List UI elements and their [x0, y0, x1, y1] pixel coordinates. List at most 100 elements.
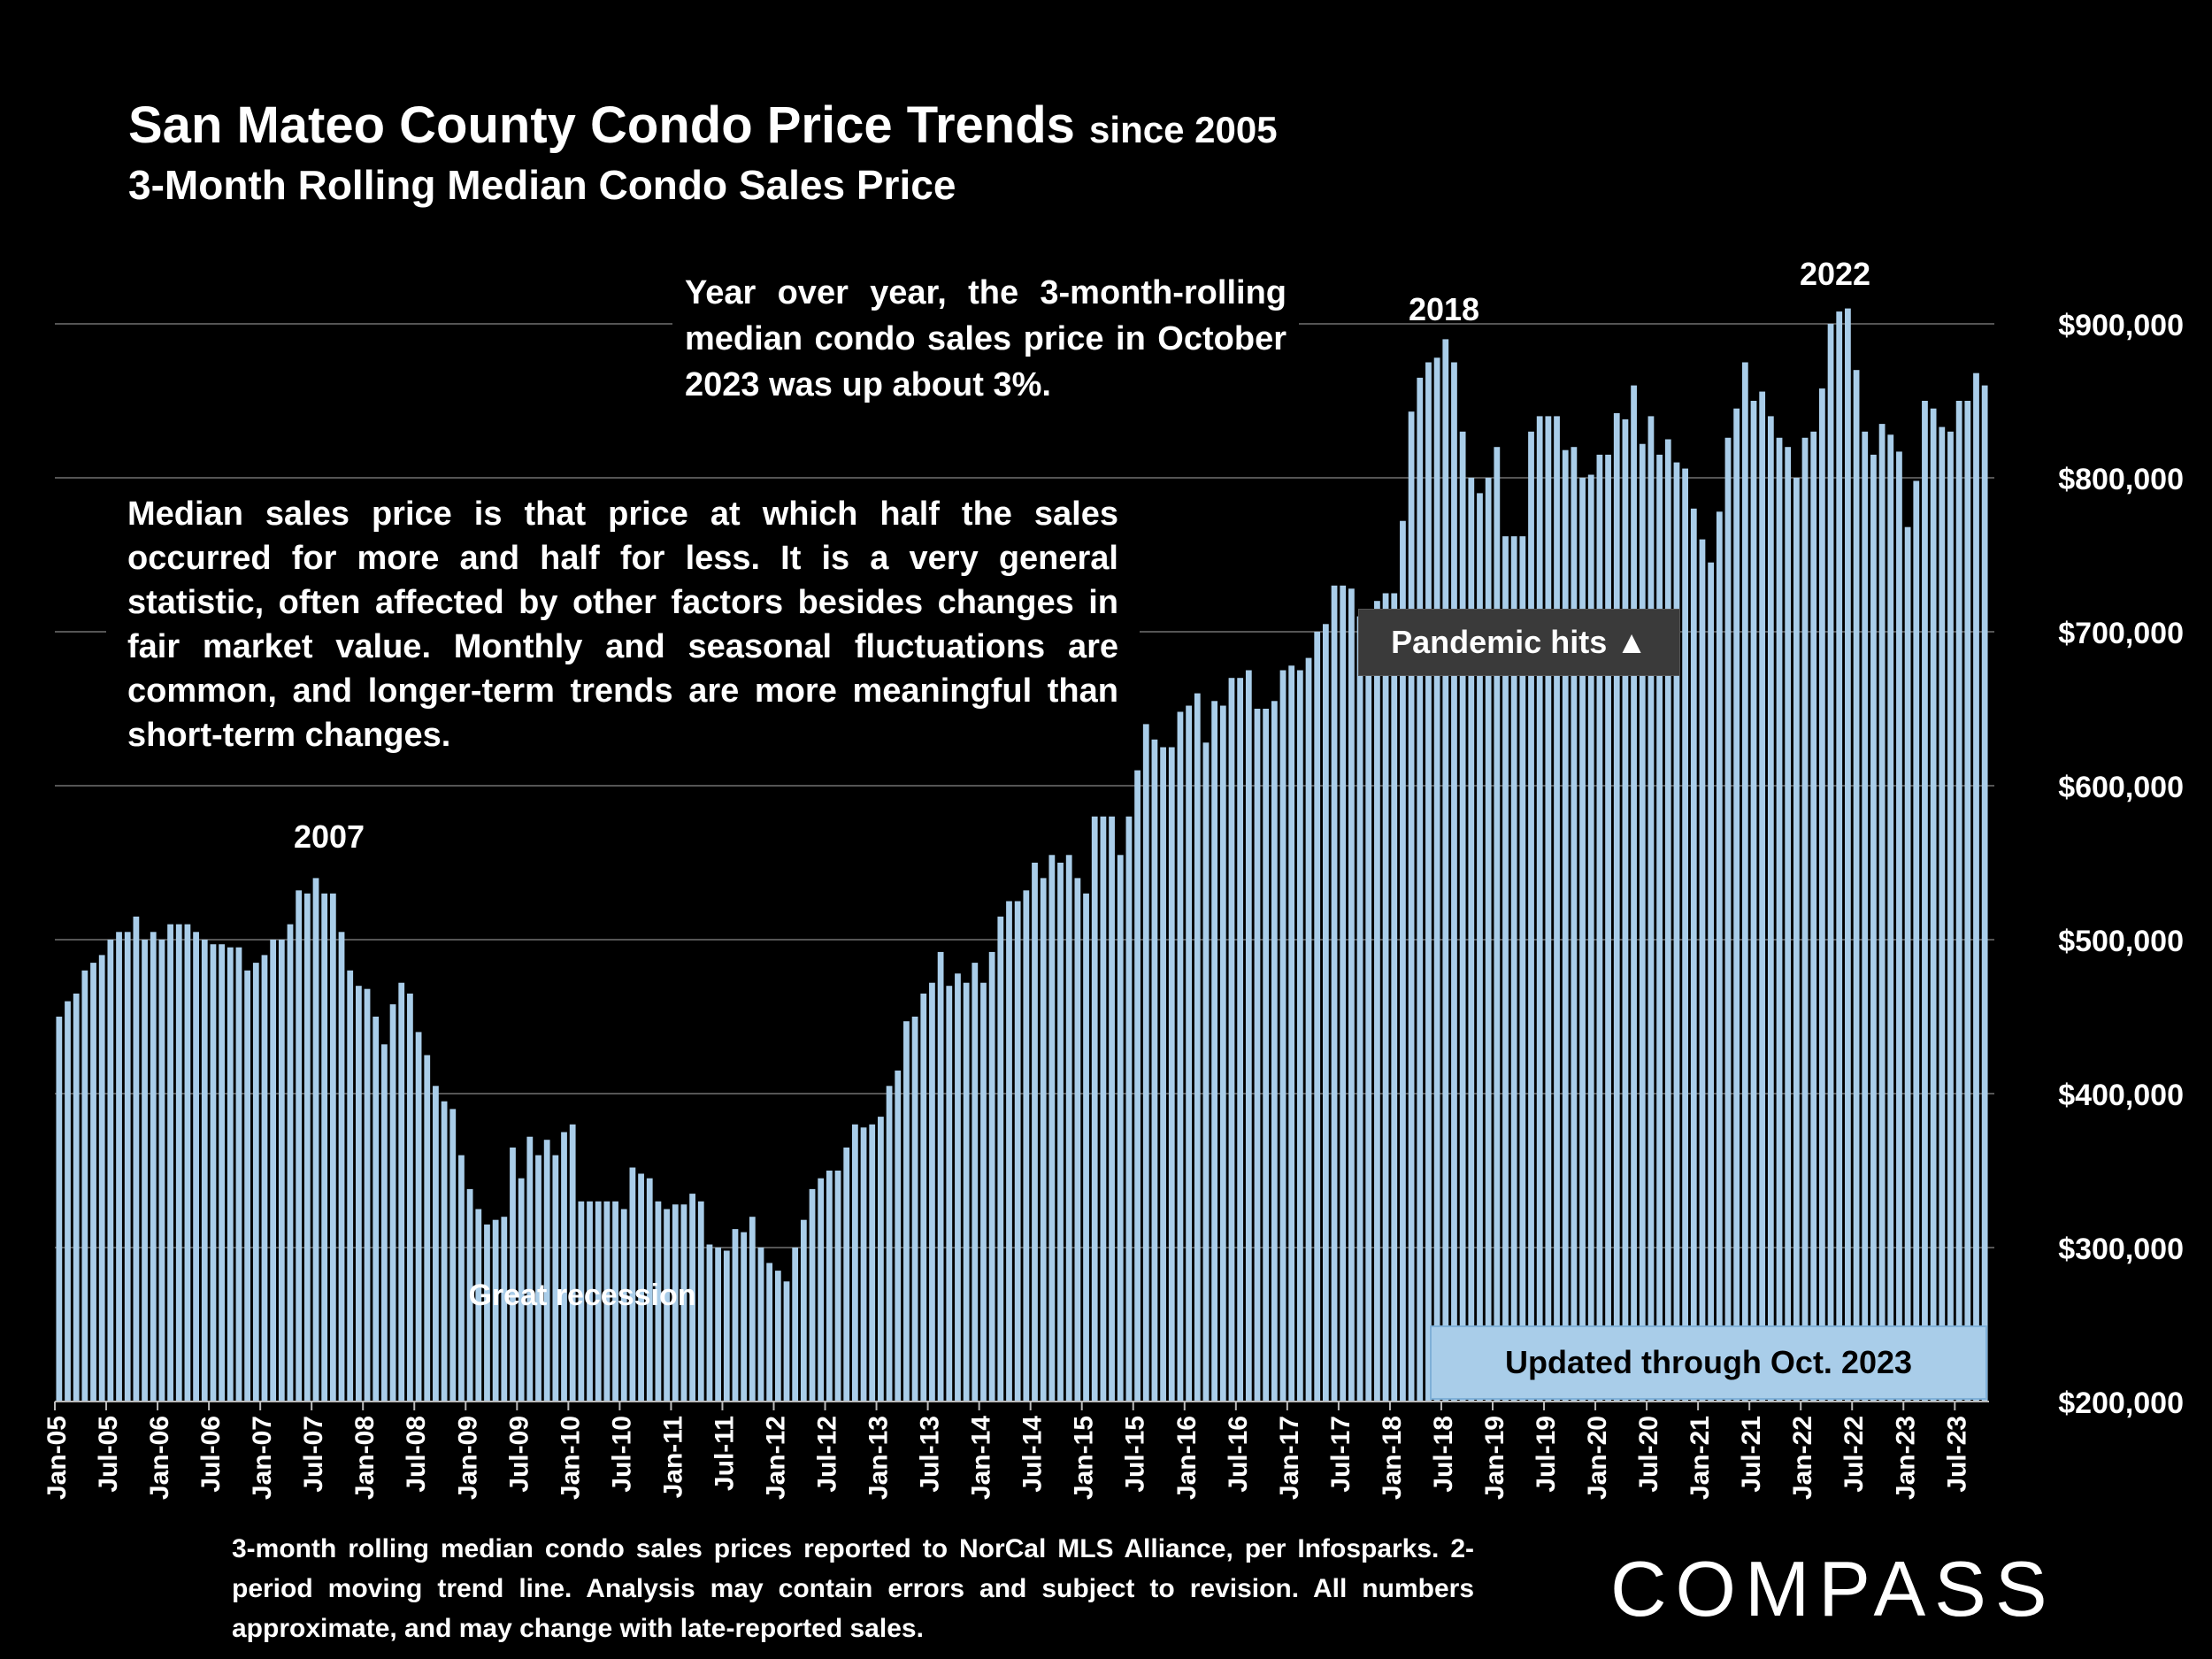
bar [988, 951, 995, 1402]
bar [749, 1217, 756, 1402]
bar [878, 1117, 884, 1402]
bar [664, 1209, 670, 1402]
bar [219, 944, 225, 1402]
x-tick-label: Jul-10 [607, 1416, 636, 1493]
bar [510, 1147, 516, 1402]
bar [1664, 439, 1671, 1402]
bar [1571, 447, 1578, 1402]
bar [1733, 408, 1740, 1402]
bar [270, 940, 277, 1402]
bar [1382, 593, 1389, 1402]
x-tick-label: Jan-13 [864, 1416, 894, 1500]
bar [1793, 478, 1800, 1402]
bar [1510, 536, 1517, 1402]
bar [1528, 431, 1534, 1402]
bar [1741, 362, 1748, 1402]
bar [792, 1248, 799, 1402]
bar [1400, 520, 1406, 1402]
bar [646, 1178, 653, 1402]
bar [1930, 408, 1937, 1402]
bar [1631, 385, 1637, 1402]
bar [972, 963, 979, 1402]
bar [715, 1248, 722, 1402]
bar [1168, 747, 1175, 1402]
bar [1708, 562, 1715, 1402]
bar [458, 1155, 465, 1402]
bar [518, 1178, 525, 1402]
bar [1964, 401, 1971, 1402]
bar [1219, 705, 1226, 1402]
bar [1878, 424, 1886, 1402]
great-recession-label: Great recession [468, 1279, 695, 1312]
bar [1699, 539, 1706, 1402]
x-tick-label: Jan-20 [1583, 1416, 1612, 1500]
y-tick-label: $200,000 [2058, 1386, 2184, 1420]
page-subtitle: 3-Month Rolling Median Condo Sales Price [128, 162, 956, 208]
bar [90, 963, 96, 1402]
bar [903, 1021, 910, 1402]
bar [860, 1127, 867, 1402]
bar [1767, 416, 1774, 1402]
bar [1810, 431, 1817, 1402]
x-tick-label: Jan-18 [1378, 1416, 1407, 1500]
bar [1040, 878, 1047, 1402]
x-tick-label: Jan-16 [1172, 1416, 1202, 1500]
bar [612, 1201, 618, 1402]
x-tick-label: Jul-22 [1839, 1416, 1869, 1493]
bar [73, 993, 80, 1402]
bar [1296, 670, 1303, 1402]
bar [937, 951, 944, 1402]
bar [1014, 901, 1021, 1402]
bar [296, 890, 303, 1402]
x-tick-label: Jul-05 [94, 1416, 123, 1493]
bar [1186, 705, 1192, 1402]
x-tick-label: Jul-20 [1634, 1416, 1663, 1493]
bar [1202, 742, 1210, 1402]
bar [389, 1004, 396, 1402]
y-tick-label: $700,000 [2058, 617, 2184, 650]
bar [193, 932, 199, 1402]
x-tick-label: Jul-09 [504, 1416, 534, 1493]
bar [1391, 593, 1398, 1402]
bar [338, 932, 345, 1402]
y-tick-label: $900,000 [2058, 309, 2184, 342]
bar [381, 1044, 388, 1402]
bar [1057, 863, 1064, 1402]
x-tick-label: Jan-19 [1480, 1416, 1509, 1500]
bar [1605, 454, 1611, 1402]
bar [1245, 670, 1252, 1402]
x-tick-label: Jan-11 [658, 1416, 687, 1498]
bar [1913, 480, 1920, 1402]
bar [535, 1155, 541, 1402]
bar [1374, 601, 1380, 1402]
bar [261, 955, 268, 1402]
bar [929, 982, 935, 1402]
x-tick-label: Jan-14 [967, 1416, 996, 1500]
bar [1724, 437, 1732, 1402]
bar [1622, 419, 1629, 1402]
bar [364, 988, 371, 1402]
bar [1536, 416, 1543, 1402]
bar [1545, 416, 1552, 1402]
bar [158, 940, 165, 1402]
y-tick-label: $400,000 [2058, 1079, 2184, 1112]
yoy-note: Year over year, the 3-month-rolling medi… [672, 270, 1299, 408]
bar [407, 993, 413, 1402]
x-tick-label: Jan-07 [248, 1416, 277, 1500]
bar [886, 1086, 893, 1402]
bar [1023, 890, 1030, 1402]
bar [834, 1171, 841, 1402]
bar [911, 1017, 918, 1402]
bar [997, 916, 1004, 1402]
bar [1870, 454, 1877, 1402]
bar [1759, 391, 1766, 1402]
bar [1083, 893, 1089, 1402]
bar [1151, 739, 1158, 1402]
x-tick-label: Jul-11 [710, 1416, 739, 1491]
bar [373, 1017, 380, 1402]
bar [1365, 632, 1372, 1402]
bar [1836, 311, 1843, 1402]
bar [603, 1201, 611, 1402]
bar [946, 986, 953, 1402]
bar [1459, 431, 1466, 1402]
